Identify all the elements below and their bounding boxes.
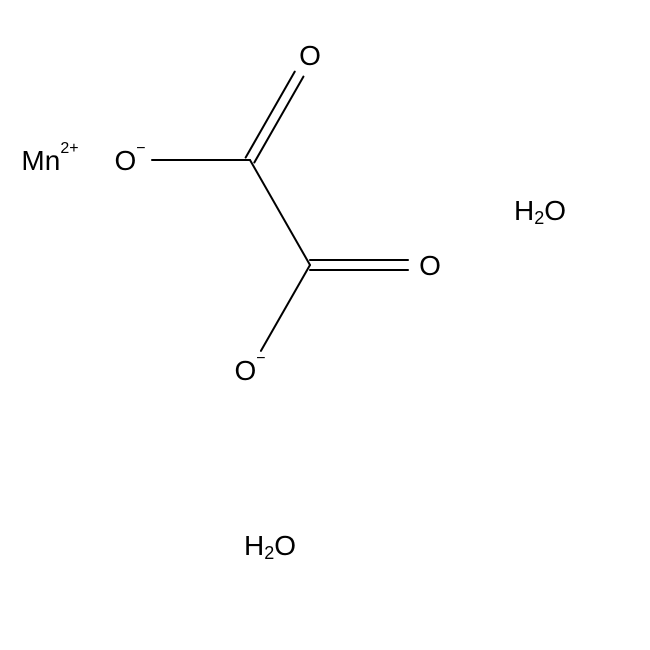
atom-label-O2: O− — [114, 140, 145, 176]
atom-label-O1: O — [299, 40, 321, 71]
bond-line — [246, 72, 295, 158]
atom-label-Mn: Mn2+ — [21, 140, 78, 176]
bond-line — [254, 77, 303, 163]
atom-label-O3: O — [419, 250, 441, 281]
bond-line — [250, 160, 310, 265]
atom-label-H2O_b: H2O — [244, 530, 296, 564]
molecule-diagram: Mn2+ O O− O O− H2O H2O — [0, 0, 650, 650]
bond-line — [261, 265, 310, 351]
atom-label-H2O_a: H2O — [514, 195, 566, 229]
atom-label-O4: O− — [234, 350, 265, 386]
